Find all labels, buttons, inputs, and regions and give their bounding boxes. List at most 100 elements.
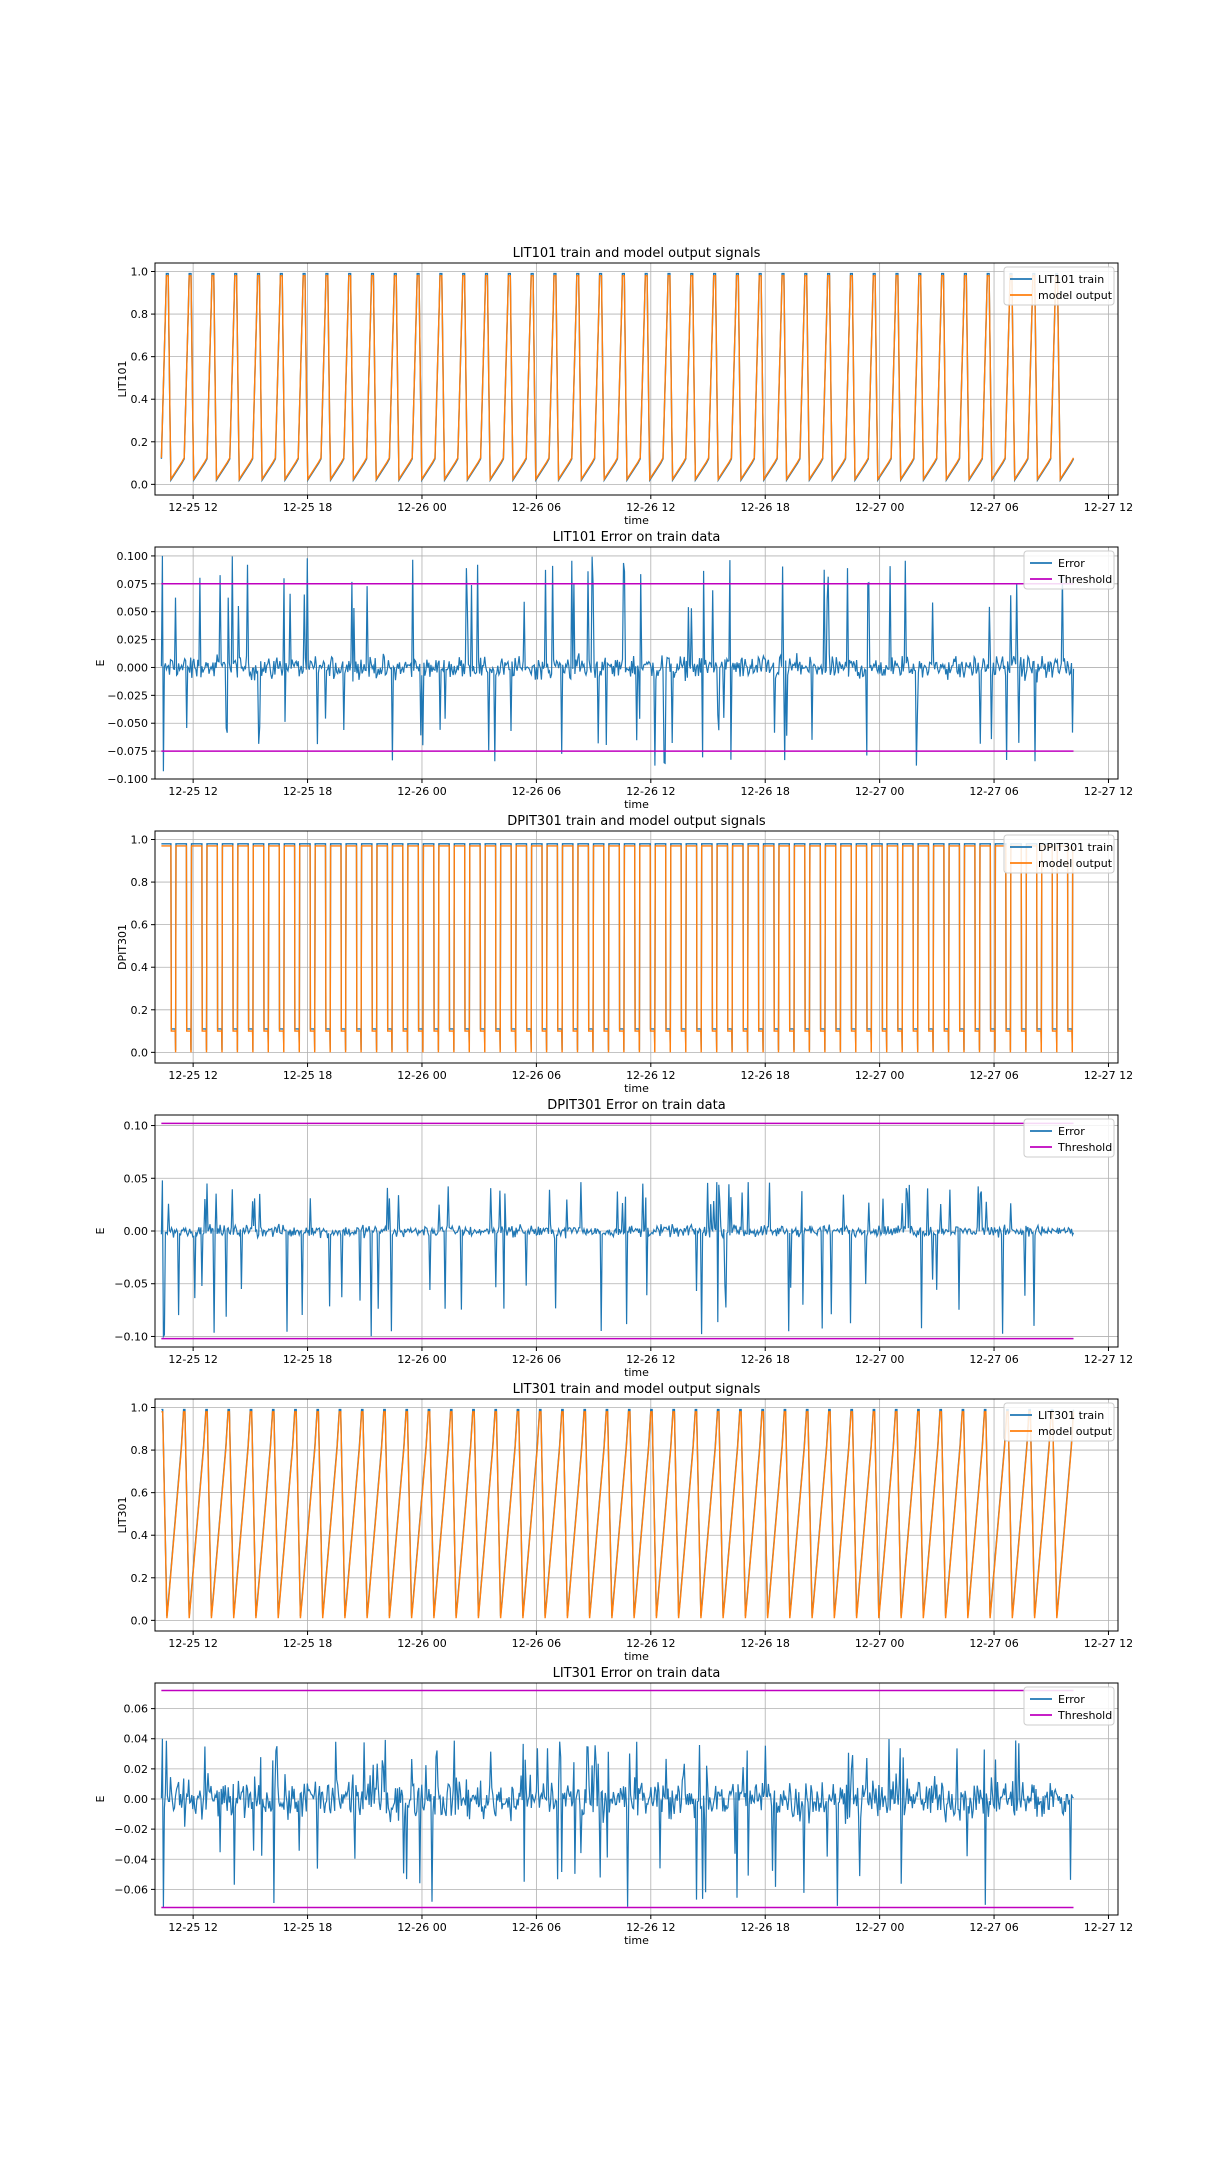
subplot-2: 12-25 12 12-25 18 12-26 00 12-26 06 12-26 12… bbox=[94, 530, 1133, 811]
y-tick-label: 0.0 bbox=[131, 478, 149, 491]
x-tick-label: 12-26 12 bbox=[626, 785, 675, 798]
y-tick-label: 0.06 bbox=[124, 1703, 149, 1716]
legend: LIT101 train model output bbox=[1003, 266, 1115, 306]
y-tick-label: 0.02 bbox=[124, 1763, 149, 1776]
y-tick-label: 0.8 bbox=[131, 876, 149, 889]
x-tick-label: 12-26 00 bbox=[397, 1637, 446, 1650]
error-line bbox=[160, 1738, 1074, 1908]
x-tick-label: 12-26 00 bbox=[397, 501, 446, 514]
legend-label: model output bbox=[1038, 1425, 1113, 1438]
x-tick-label: 12-26 06 bbox=[512, 501, 561, 514]
y-tick-label: −0.025 bbox=[107, 689, 148, 702]
model-output-series-line bbox=[160, 275, 1075, 482]
x-tick-label: 12-26 18 bbox=[740, 1921, 789, 1934]
legend: DPIT301 train model output bbox=[1003, 834, 1115, 874]
x-tick-label: 12-27 00 bbox=[855, 1921, 904, 1934]
x-tick-label: 12-25 18 bbox=[283, 785, 332, 798]
subplot-4: 12-25 12 12-25 18 12-26 00 12-26 06 12-26 12… bbox=[94, 1098, 1133, 1379]
x-tick-label: 12-26 12 bbox=[626, 1353, 675, 1366]
x-axis-label: time bbox=[624, 514, 649, 527]
x-tick-label: 12-26 00 bbox=[397, 785, 446, 798]
y-tick-label: 0.0 bbox=[131, 1614, 149, 1627]
x-tick-label: 12-26 12 bbox=[626, 1637, 675, 1650]
y-axis-label: E bbox=[94, 1795, 107, 1802]
x-tick-label: 12-27 12 bbox=[1084, 1637, 1133, 1650]
y-tick-label: 0.4 bbox=[131, 1529, 149, 1542]
subplot-1: 12-25 12 12-25 18 12-26 00 12-26 06 12-26 12… bbox=[116, 246, 1133, 527]
y-tick-label: 0.2 bbox=[131, 436, 149, 449]
x-tick-label: 12-26 00 bbox=[397, 1921, 446, 1934]
axes-frame bbox=[154, 262, 1119, 496]
x-tick-label: 12-25 12 bbox=[168, 501, 217, 514]
axes-frame bbox=[154, 546, 1119, 780]
x-axis-label: time bbox=[624, 1366, 649, 1379]
y-tick-label: −0.050 bbox=[107, 717, 148, 730]
subplot-title: DPIT301 Error on train data bbox=[547, 1098, 725, 1113]
x-tick-label: 12-25 12 bbox=[168, 1637, 217, 1650]
x-tick-label: 12-26 18 bbox=[740, 1637, 789, 1650]
legend: Error Threshold bbox=[1023, 550, 1115, 590]
axes-frame bbox=[154, 1398, 1119, 1632]
y-tick-label: 0.8 bbox=[131, 1444, 149, 1457]
subplot-title: LIT301 train and model output signals bbox=[513, 1382, 761, 1397]
x-tick-label: 12-25 18 bbox=[283, 1637, 332, 1650]
x-tick-label: 12-27 06 bbox=[969, 1637, 1018, 1650]
x-tick-label: 12-26 18 bbox=[740, 501, 789, 514]
y-tick-label: 0.075 bbox=[117, 578, 149, 591]
legend: Error Threshold bbox=[1023, 1686, 1115, 1726]
legend-label: DPIT301 train bbox=[1038, 841, 1113, 854]
error-line bbox=[160, 555, 1075, 772]
y-tick-label: 0.4 bbox=[131, 393, 149, 406]
x-axis-label: time bbox=[624, 798, 649, 811]
subplot-title: LIT101 Error on train data bbox=[553, 530, 721, 545]
y-tick-label: −0.05 bbox=[114, 1278, 148, 1291]
x-tick-label: 12-27 12 bbox=[1084, 1069, 1133, 1082]
y-tick-label: 0.6 bbox=[131, 1487, 149, 1500]
y-axis-label: E bbox=[94, 659, 107, 666]
y-tick-label: 0.050 bbox=[117, 606, 149, 619]
legend-label: LIT301 train bbox=[1038, 1409, 1104, 1422]
error-line bbox=[160, 1180, 1075, 1339]
y-tick-label: 0.6 bbox=[131, 919, 149, 932]
x-tick-label: 12-26 00 bbox=[397, 1353, 446, 1366]
y-tick-label: −0.100 bbox=[107, 773, 148, 786]
x-tick-label: 12-26 12 bbox=[626, 1069, 675, 1082]
y-tick-label: 0.10 bbox=[124, 1120, 149, 1133]
x-tick-label: 12-27 12 bbox=[1084, 501, 1133, 514]
x-tick-label: 12-26 12 bbox=[626, 1921, 675, 1934]
x-tick-label: 12-27 06 bbox=[969, 1069, 1018, 1082]
x-tick-label: 12-27 00 bbox=[855, 1069, 904, 1082]
y-tick-label: 0.025 bbox=[117, 634, 149, 647]
y-axis-label: LIT101 bbox=[116, 360, 129, 397]
x-tick-label: 12-26 18 bbox=[740, 1353, 789, 1366]
legend-label: Error bbox=[1058, 1125, 1085, 1138]
y-tick-label: 0.04 bbox=[124, 1733, 149, 1746]
x-tick-label: 12-26 06 bbox=[512, 785, 561, 798]
y-axis-label: DPIT301 bbox=[116, 924, 129, 970]
plot-area bbox=[155, 263, 1118, 495]
y-tick-label: 0.2 bbox=[131, 1004, 149, 1017]
x-tick-label: 12-26 18 bbox=[740, 1069, 789, 1082]
y-tick-label: 0.000 bbox=[117, 661, 149, 674]
legend-label: Threshold bbox=[1057, 573, 1112, 586]
legend-label: Error bbox=[1058, 557, 1085, 570]
x-tick-label: 12-27 06 bbox=[969, 501, 1018, 514]
y-tick-label: 0.00 bbox=[124, 1225, 149, 1238]
y-tick-label: −0.02 bbox=[114, 1823, 148, 1836]
x-tick-label: 12-26 00 bbox=[397, 1069, 446, 1082]
x-tick-label: 12-25 18 bbox=[283, 501, 332, 514]
x-tick-label: 12-25 12 bbox=[168, 1921, 217, 1934]
legend: Error Threshold bbox=[1023, 1118, 1115, 1158]
x-tick-label: 12-27 06 bbox=[969, 785, 1018, 798]
y-tick-label: 0.100 bbox=[117, 550, 149, 563]
subplot-3: 12-25 12 12-25 18 12-26 00 12-26 06 12-26 12… bbox=[116, 814, 1133, 1095]
x-axis-label: time bbox=[624, 1650, 649, 1663]
y-tick-label: −0.04 bbox=[114, 1853, 148, 1866]
y-tick-label: 1.0 bbox=[131, 834, 149, 847]
legend-label: model output bbox=[1038, 289, 1113, 302]
x-tick-label: 12-26 12 bbox=[626, 501, 675, 514]
axes-frame bbox=[154, 830, 1119, 1064]
subplot-title: LIT101 train and model output signals bbox=[513, 246, 761, 261]
